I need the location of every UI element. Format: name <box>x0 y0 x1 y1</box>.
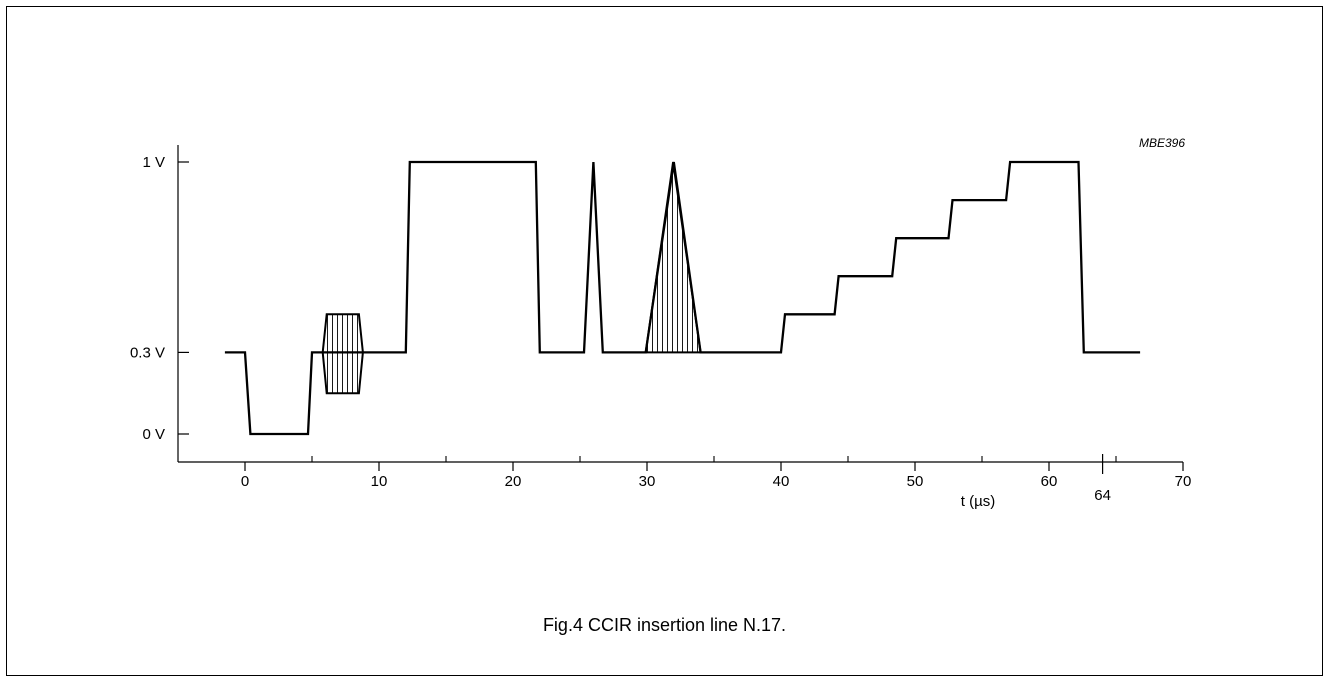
figure-frame <box>6 6 1323 676</box>
x-tick-label: 60 <box>1041 473 1058 490</box>
y-tick-label: 1 V <box>142 154 165 171</box>
hatched-region-pulse-triangle <box>644 161 702 354</box>
x-tick-label: 10 <box>371 473 388 490</box>
x-special-tick-label: 64 <box>1094 487 1111 504</box>
figure-caption: Fig.4 CCIR insertion line N.17. <box>542 615 787 635</box>
y-tick-label: 0 V <box>142 426 165 443</box>
axis-ticks: 0 10 20 30 40 50 60 70 64 0 V 0.3 V 1 V <box>130 154 1191 504</box>
x-axis-label: t (µs) <box>961 493 995 510</box>
y-tick-label: 0.3 V <box>130 344 165 361</box>
hatched-regions <box>321 161 702 395</box>
x-tick-label: 70 <box>1175 473 1192 490</box>
waveform-line <box>224 160 1141 436</box>
x-tick-label: 40 <box>773 473 790 490</box>
x-tick-label: 50 <box>907 473 924 490</box>
x-tick-label: 0 <box>241 473 249 490</box>
hatched-region-chrominance-bar <box>321 313 364 395</box>
figure-code: MBE396 <box>1139 136 1185 150</box>
x-tick-label: 30 <box>639 473 656 490</box>
x-tick-label: 20 <box>505 473 522 490</box>
